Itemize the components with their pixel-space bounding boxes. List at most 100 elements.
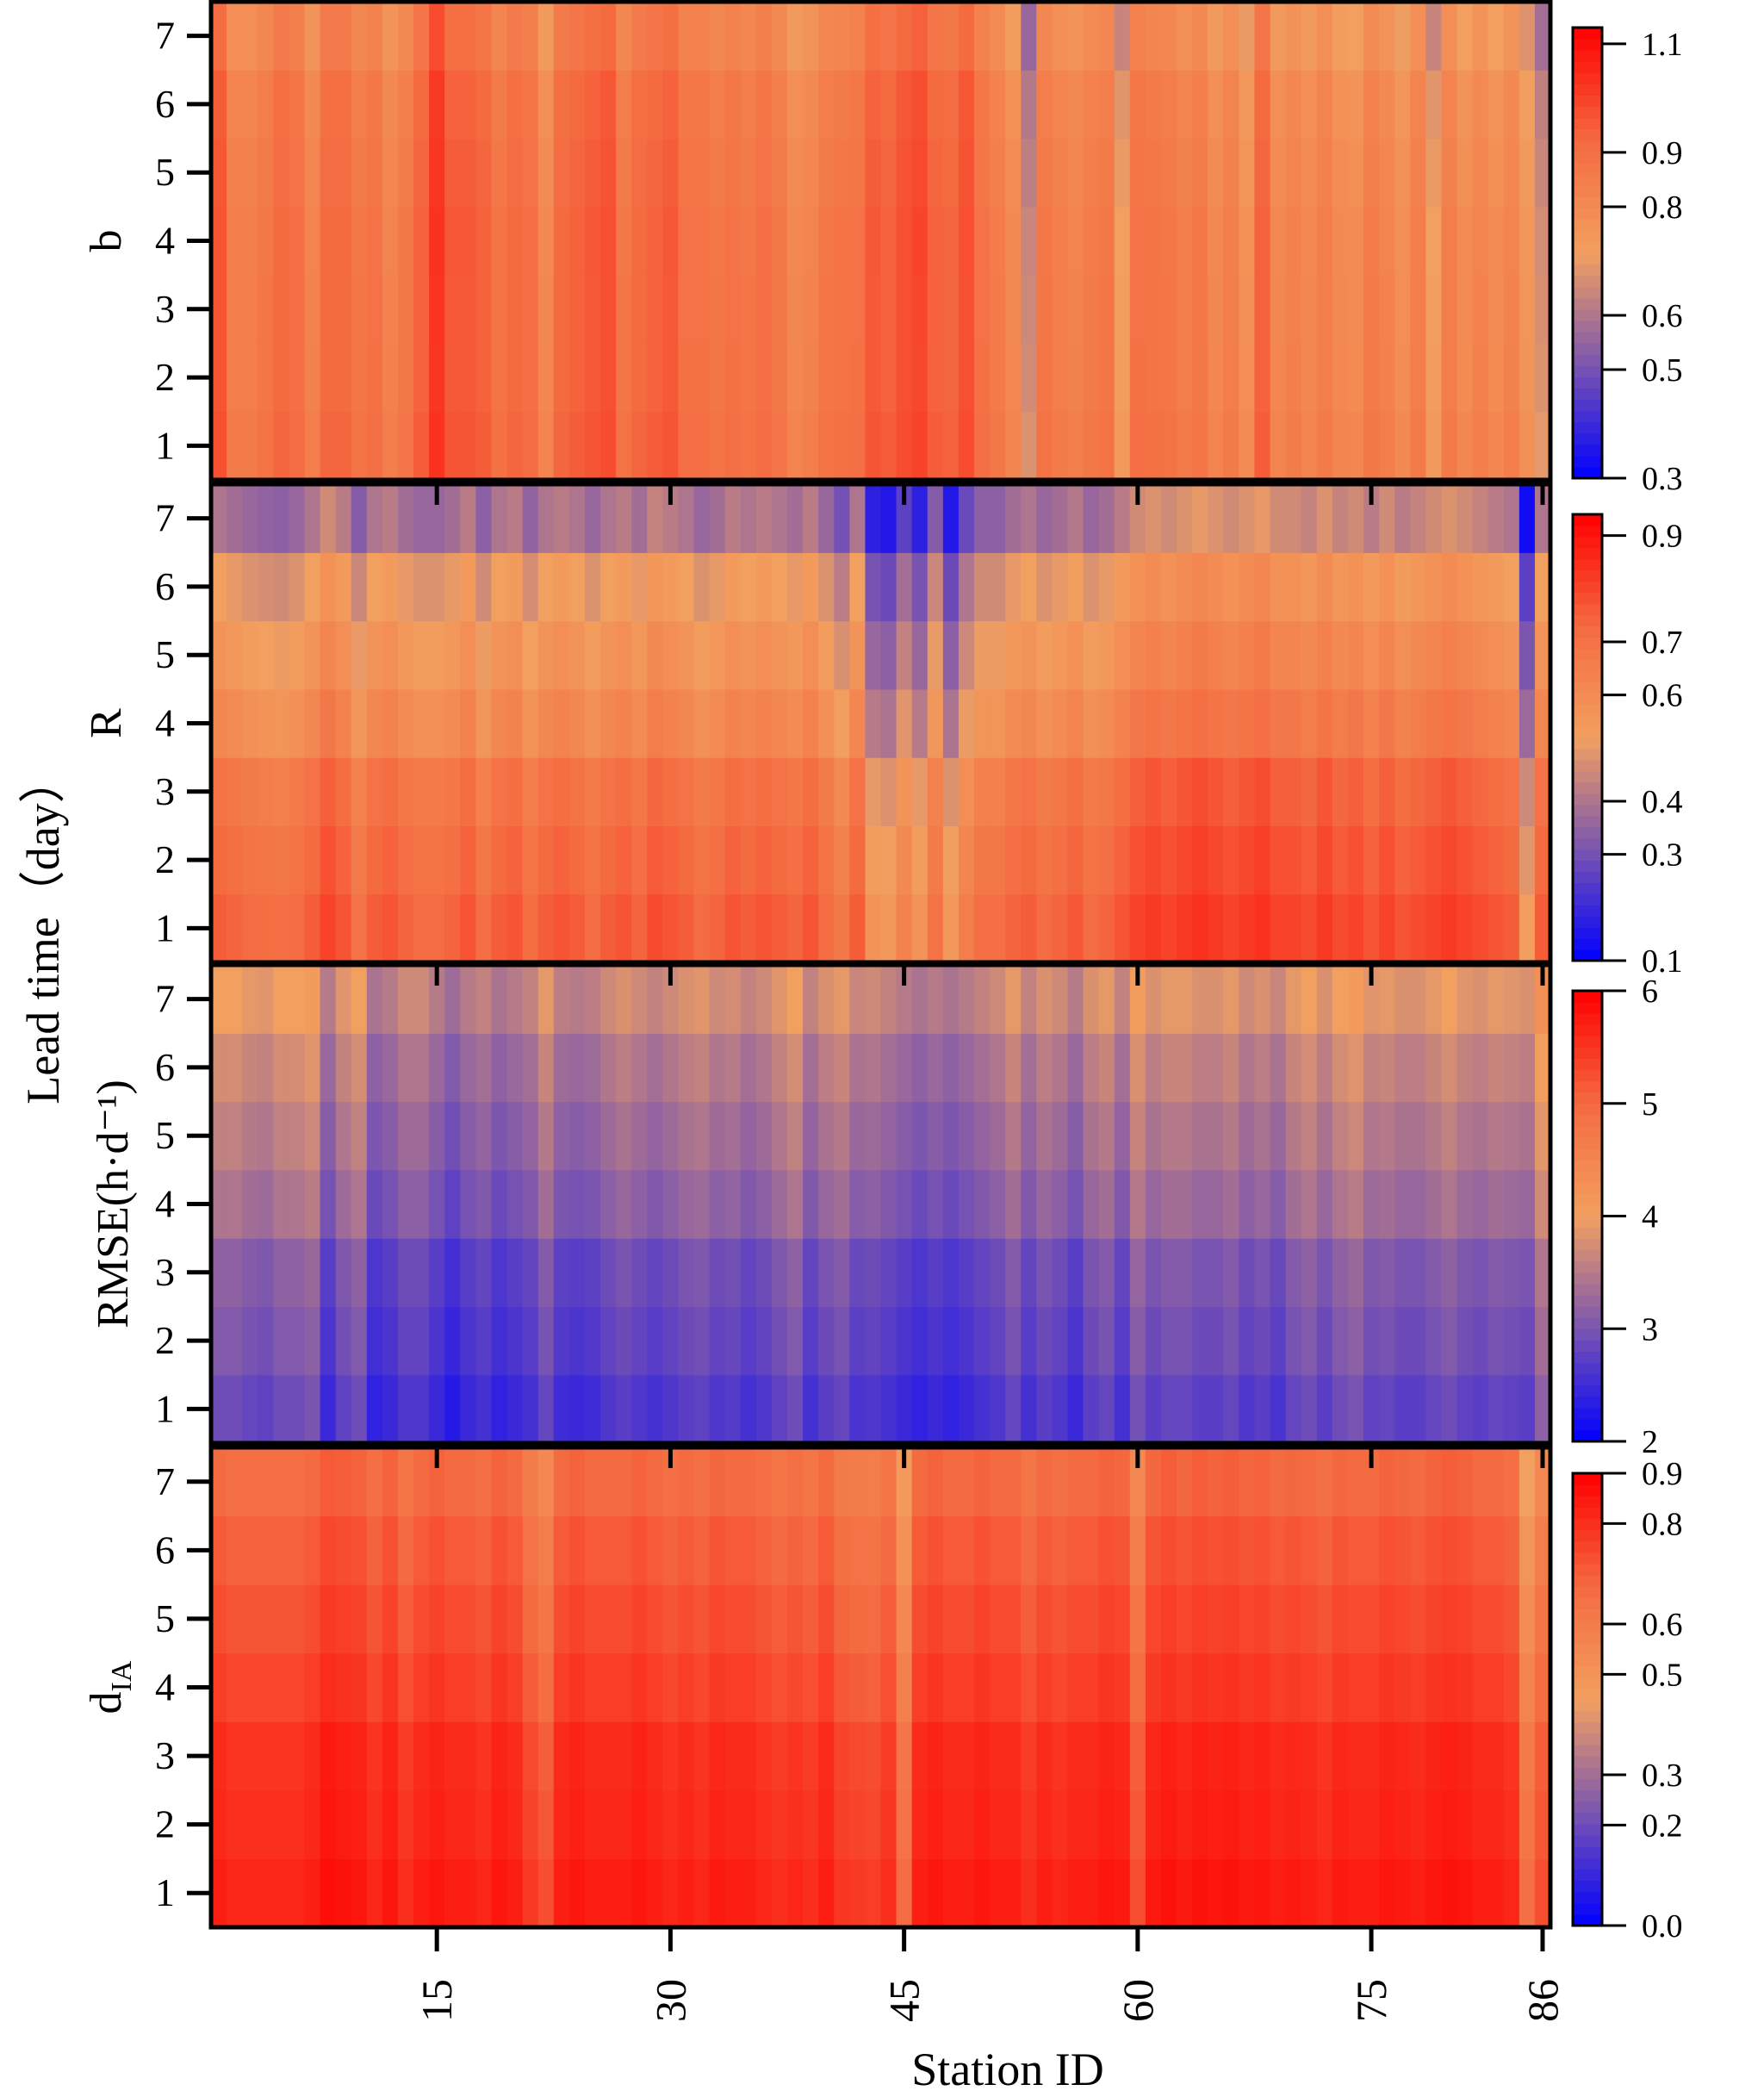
heatmap-cell [1316,757,1333,827]
heatmap-cell [709,1515,726,1585]
heatmap-cell [647,138,663,208]
heatmap-cell [662,411,680,481]
heatmap-cell [834,1652,850,1722]
heatmap-cell [491,1101,508,1171]
heatmap-cell [927,1169,944,1239]
heatmap-cell [1534,965,1551,1034]
heatmap-cell [1270,1238,1287,1308]
colorbar-segment [1573,1373,1602,1386]
heatmap-cell [211,206,227,276]
y-tick-label: 4 [155,1665,175,1709]
heatmap-cell [771,552,788,622]
heatmap-cell [413,411,430,481]
heatmap-cell [755,1789,773,1860]
heatmap-cell [1098,620,1115,690]
colorbar-segment [1573,569,1602,582]
heatmap-cell [973,343,991,413]
heatmap-cell [631,1652,648,1722]
heatmap-cell [942,893,960,963]
heatmap-cell [724,1169,742,1239]
heatmap-cell [1363,1238,1380,1308]
heatmap-cell [413,1515,430,1585]
heatmap-cell [1208,825,1224,895]
heatmap-cell [397,138,414,208]
y-tick-label: 4 [155,219,175,263]
heatmap-cell [1067,343,1084,413]
heatmap-cell [1285,2,1302,71]
heatmap-cell [553,1101,570,1171]
heatmap-cell [818,893,835,963]
heatmap-cell [1379,552,1395,622]
heatmap-cell [1083,411,1100,481]
heatmap-cell [942,1238,960,1308]
heatmap-cell [1503,1652,1520,1722]
heatmap-cell [1036,1515,1053,1585]
heatmap-cell [1145,1306,1162,1376]
heatmap-cell [553,1721,570,1791]
heatmap-cell [537,1374,555,1444]
heatmap-cell [584,1238,601,1308]
heatmap-cell [880,343,898,413]
heatmap-cell [865,411,882,481]
heatmap-cell [584,965,601,1034]
heatmap-cell [1005,1721,1022,1791]
heatmap-cell [616,411,632,481]
heatmap-cell [522,1306,539,1376]
heatmap-cell [1239,1306,1256,1376]
heatmap-cell [1363,1652,1380,1722]
heatmap-cell [584,1306,601,1376]
heatmap-cell [1347,206,1364,276]
heatmap-cell [1332,1033,1349,1103]
heatmap-cell [1192,825,1208,895]
heatmap-cell [973,206,991,276]
heatmap-cell [1441,965,1458,1034]
heatmap-cell [1005,1306,1022,1376]
heatmap-cell [865,893,882,963]
heatmap-cell [1021,893,1037,963]
heatmap-cell [1270,1789,1287,1860]
heatmap-cell [1160,1101,1177,1171]
panel-ylabel-subscript: IA [106,1660,138,1691]
heatmap-cell [1145,343,1162,413]
heatmap-cell [1254,757,1271,827]
heatmap-cell [1177,2,1193,71]
heatmap-cell [1098,1515,1115,1585]
heatmap-cell [211,1306,227,1376]
heatmap-cell [397,688,414,758]
heatmap-cell [1379,1169,1395,1239]
heatmap-cell [1347,1374,1364,1444]
y-tick-label: 2 [155,1802,175,1846]
heatmap-cell [1270,825,1287,895]
heatmap-cell [335,206,352,276]
heatmap-cell [1410,484,1426,553]
heatmap-cell [600,1306,617,1376]
heatmap-cell [865,1169,882,1239]
heatmap-cell [553,965,570,1034]
heatmap-cell [662,484,680,553]
heatmap-cell [1239,825,1256,895]
heatmap-cell [289,138,306,208]
heatmap-cell [693,620,711,690]
heatmap-cell [397,343,414,413]
heatmap-cell [755,1858,773,1928]
heatmap-cell [397,1238,414,1308]
heatmap-cell [397,1515,414,1585]
heatmap-cell [537,2,555,71]
colorbar-segment [1573,117,1602,130]
heatmap-cell [849,1101,866,1171]
panel-ylabel: b [82,230,131,252]
heatmap-cell [1254,893,1271,963]
heatmap-cell [740,343,757,413]
colorbar-segment [1573,1193,1602,1206]
heatmap-cell [1472,1789,1489,1860]
heatmap-cell [522,1447,539,1517]
heatmap-cell [1192,1789,1208,1860]
heatmap-cell [1036,1238,1053,1308]
heatmap-cell [771,2,788,71]
heatmap-cell [849,1515,866,1585]
panel-ylabel: dIA [82,1660,138,1714]
heatmap-cell [1270,1447,1287,1517]
heatmap-cell [1254,343,1271,413]
heatmap-cell [553,1306,570,1376]
heatmap-cell [849,1652,866,1722]
